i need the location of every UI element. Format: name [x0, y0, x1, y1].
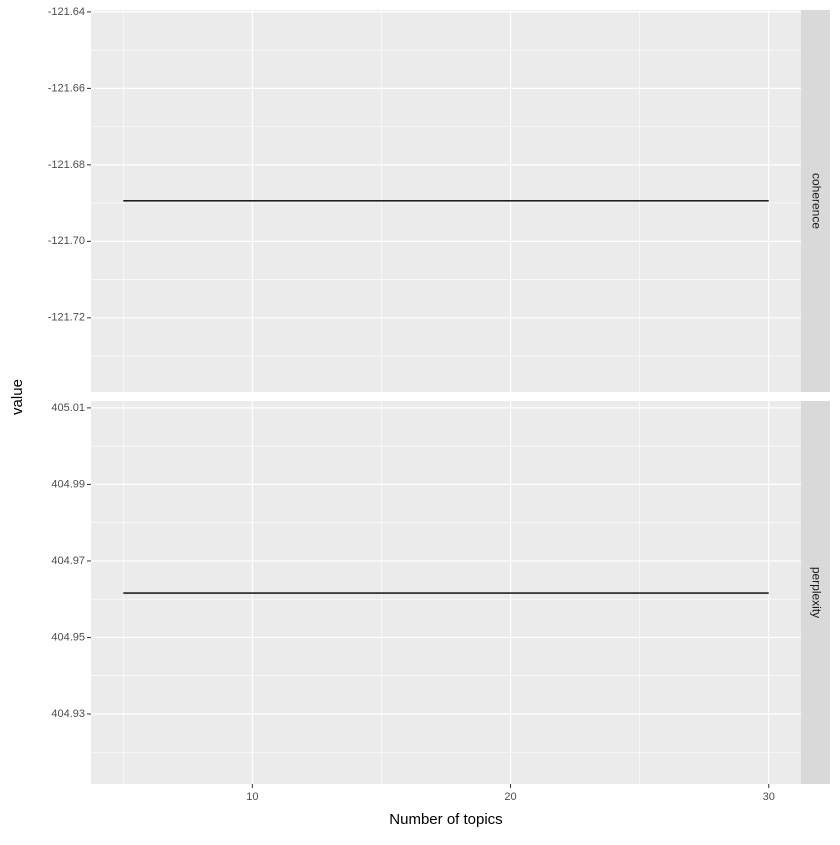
y-axis-title: value — [9, 379, 26, 415]
y-tick-label: -121.68 — [48, 159, 85, 171]
y-tick-label: 405.01 — [51, 402, 85, 414]
y-tick-label: -121.64 — [48, 6, 85, 18]
strip-label: coherence — [809, 173, 823, 229]
x-tick-label: 30 — [763, 791, 775, 803]
y-tick-label: -121.66 — [48, 82, 85, 94]
strip-background — [801, 10, 830, 392]
y-tick-label: -121.72 — [48, 312, 85, 324]
x-tick-label: 10 — [246, 791, 258, 803]
strip-label: perplexity — [809, 567, 823, 618]
x-axis-title: Number of topics — [389, 811, 502, 828]
y-tick-label: 404.97 — [51, 555, 85, 567]
strip-background — [801, 401, 830, 784]
y-tick-label: 404.99 — [51, 478, 85, 490]
y-tick-label: 404.95 — [51, 631, 85, 643]
x-tick-label: 20 — [504, 791, 516, 803]
y-tick-label: -121.70 — [48, 235, 85, 247]
y-tick-label: 404.93 — [51, 708, 85, 720]
